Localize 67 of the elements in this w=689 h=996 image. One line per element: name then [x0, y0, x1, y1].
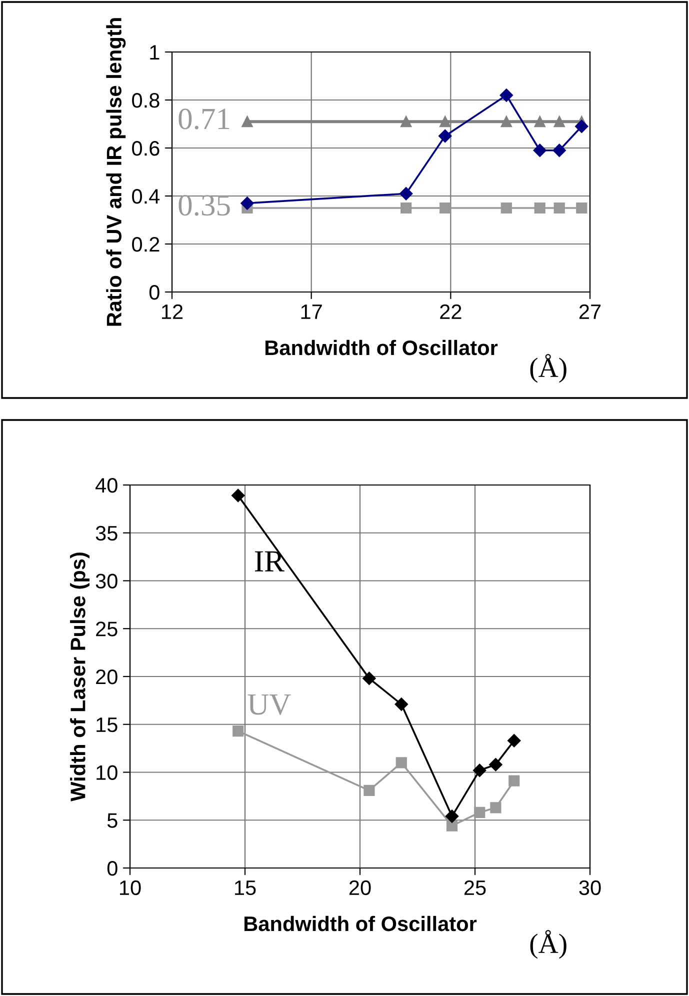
- x-tick-label: 15: [235, 880, 256, 896]
- x-tick-label: 25: [464, 880, 486, 896]
- x-tick-label: 17: [301, 304, 322, 319]
- point: [440, 116, 451, 128]
- y-tick-label: 1: [150, 45, 160, 60]
- annotation: 0.35: [178, 195, 230, 216]
- text: (Å): [530, 930, 566, 959]
- point: [534, 116, 546, 128]
- y-axis-title: Ratio of UV and IR pulse length: [106, 18, 126, 326]
- point: [508, 734, 521, 748]
- x-tick-label: 10: [120, 880, 141, 896]
- series-label: IR: [254, 551, 284, 572]
- x-tick-label: 20: [349, 880, 371, 896]
- point: [552, 144, 566, 157]
- point: [240, 196, 254, 210]
- point: [554, 202, 565, 214]
- y-tick-label: 35: [96, 526, 118, 541]
- point: [399, 187, 413, 200]
- x-tick-label: 12: [162, 304, 183, 319]
- y-tick-label: 20: [96, 670, 118, 684]
- series-label: UV: [248, 694, 291, 715]
- y-tick-label: 0: [149, 285, 160, 300]
- point: [533, 144, 546, 157]
- y-axis-title: Width of Laser Pulse (ps): [70, 552, 90, 802]
- point: [364, 784, 375, 796]
- y-tick-label: 10: [96, 765, 118, 780]
- x-tick-label: 30: [579, 880, 601, 896]
- point: [232, 488, 245, 502]
- y-tick-label: 0: [107, 861, 118, 876]
- point: [438, 129, 452, 143]
- point: [242, 116, 253, 128]
- y-tick-label: 0.6: [132, 141, 160, 156]
- y-tick-label: 5: [107, 813, 118, 828]
- text: (Å): [530, 354, 566, 383]
- x-tick-label: 22: [440, 304, 462, 319]
- point: [500, 202, 512, 214]
- y-tick-label: 30: [96, 574, 118, 589]
- point: [446, 820, 458, 832]
- point: [534, 202, 546, 214]
- point: [362, 672, 376, 686]
- point: [440, 202, 451, 214]
- y-tick-label: 40: [96, 478, 118, 493]
- point: [394, 698, 408, 711]
- y-tick-label: 0.4: [132, 189, 160, 204]
- y-tick-label: 25: [96, 622, 118, 636]
- annotation: 0.71: [178, 108, 230, 130]
- point: [474, 806, 486, 818]
- point: [473, 764, 486, 777]
- point: [576, 202, 588, 214]
- x-tick-label: 27: [579, 304, 601, 319]
- point: [232, 726, 244, 737]
- point: [500, 116, 512, 128]
- point: [400, 116, 412, 128]
- y-tick-label: 0.2: [132, 237, 160, 252]
- x-axis-title: Bandwidth of Oscillator: [266, 340, 498, 356]
- point: [489, 758, 502, 772]
- point: [575, 120, 588, 133]
- point: [400, 202, 412, 214]
- point: [396, 757, 407, 768]
- point: [490, 802, 502, 814]
- point: [508, 775, 520, 786]
- point: [500, 88, 513, 102]
- y-tick-label: 15: [96, 718, 118, 732]
- y-tick-label: 0.8: [132, 93, 160, 108]
- point: [445, 810, 459, 823]
- point: [554, 116, 565, 128]
- x-axis-title: Bandwidth of Oscillator: [244, 916, 477, 932]
